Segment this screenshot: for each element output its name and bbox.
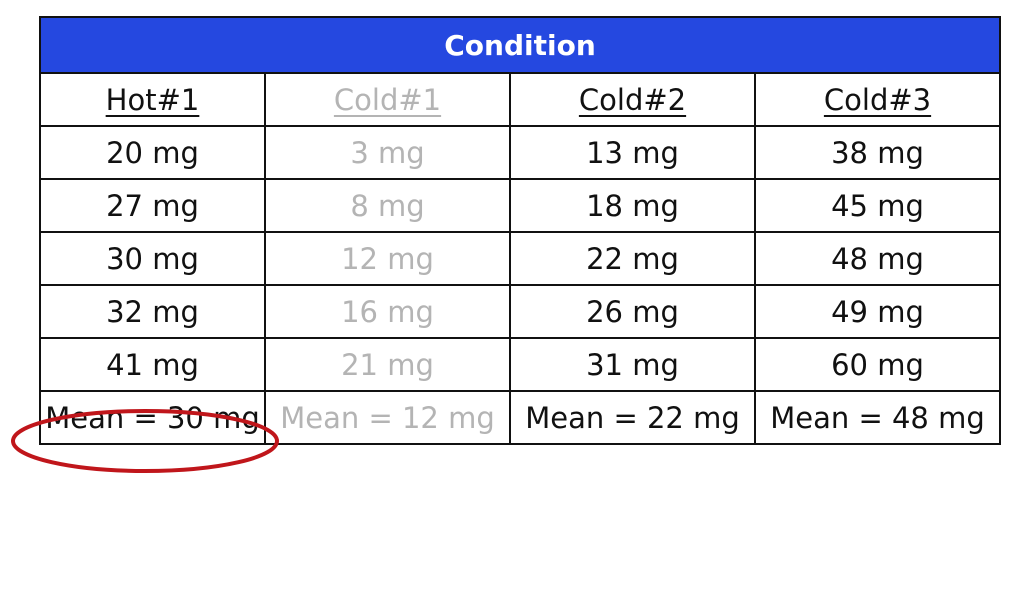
table-cell: 41 mg (39, 337, 266, 392)
table-cell: 22 mg (509, 231, 756, 286)
mean-row: Mean = 30 mg Mean = 12 mg Mean = 22 mg M… (39, 390, 1002, 445)
header-label: Cold#1 (333, 82, 442, 117)
header-hot-1: Hot#1 (39, 72, 266, 127)
table-cell: 27 mg (39, 178, 266, 233)
header-cold-1: Cold#1 (264, 72, 511, 127)
table-title: Condition (38, 16, 1002, 74)
table-cell: 60 mg (753, 337, 1002, 392)
table-cell: 48 mg (753, 231, 1002, 286)
header-label: Hot#1 (105, 82, 200, 117)
table-cell: 20 mg (39, 125, 266, 180)
table-row: 20 mg 3 mg 13 mg 38 mg (39, 125, 1002, 180)
table-cell: 13 mg (509, 125, 756, 180)
header-label: Cold#2 (578, 82, 687, 117)
table-cell: 8 mg (264, 178, 511, 233)
data-table-container: Condition Hot#1 Cold#1 Cold#2 Cold#3 20 … (38, 16, 1002, 445)
table-cell: 16 mg (264, 284, 511, 339)
table-cell: 49 mg (753, 284, 1002, 339)
table-row: 30 mg 12 mg 22 mg 48 mg (39, 231, 1002, 286)
table-row: 41 mg 21 mg 31 mg 60 mg (39, 337, 1002, 392)
title-row: Condition (38, 16, 1002, 74)
table-cell: 21 mg (264, 337, 511, 392)
header-label: Cold#3 (823, 82, 932, 117)
condition-table: Condition Hot#1 Cold#1 Cold#2 Cold#3 20 … (38, 16, 1002, 445)
mean-cold-2: Mean = 22 mg (509, 390, 756, 445)
table-row: 32 mg 16 mg 26 mg 49 mg (39, 284, 1002, 339)
mean-cold-3: Mean = 48 mg (753, 390, 1002, 445)
table-cell: 3 mg (264, 125, 511, 180)
table-cell: 18 mg (509, 178, 756, 233)
mean-hot-1: Mean = 30 mg (39, 390, 266, 445)
table-cell: 30 mg (39, 231, 266, 286)
header-cold-2: Cold#2 (509, 72, 756, 127)
table-cell: 45 mg (753, 178, 1002, 233)
table-cell: 26 mg (509, 284, 756, 339)
table-row: 27 mg 8 mg 18 mg 45 mg (39, 178, 1002, 233)
header-row: Hot#1 Cold#1 Cold#2 Cold#3 (39, 72, 1002, 127)
header-cold-3: Cold#3 (753, 72, 1002, 127)
table-cell: 32 mg (39, 284, 266, 339)
table-cell: 12 mg (264, 231, 511, 286)
table-cell: 31 mg (509, 337, 756, 392)
table-cell: 38 mg (753, 125, 1002, 180)
mean-cold-1: Mean = 12 mg (264, 390, 511, 445)
